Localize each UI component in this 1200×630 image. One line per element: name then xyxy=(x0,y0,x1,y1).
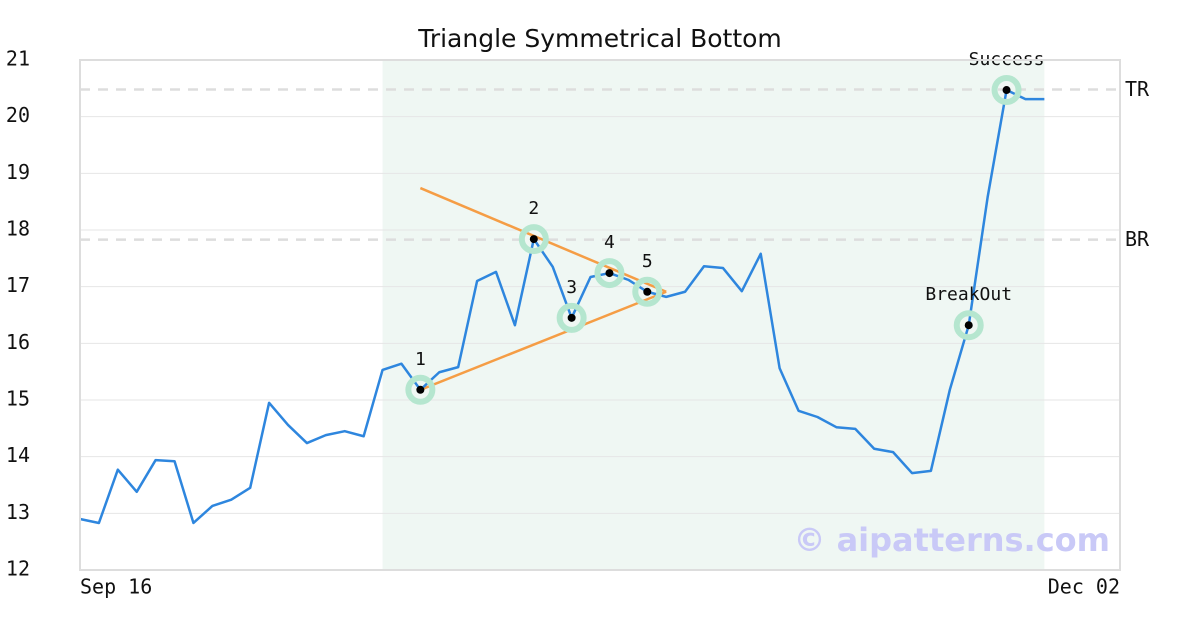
pattern-point-label: 3 xyxy=(566,277,577,298)
pattern-point-halo xyxy=(953,310,984,341)
y-tick-label: 14 xyxy=(6,443,30,467)
y-tick-label: 16 xyxy=(6,330,30,354)
pattern-point-halo xyxy=(991,75,1022,106)
pattern-point xyxy=(567,313,576,322)
y-tick-label: 20 xyxy=(6,103,30,127)
pattern-point-label: BreakOut xyxy=(925,284,1012,305)
pattern-point xyxy=(1002,86,1011,95)
y-tick-label: 13 xyxy=(6,500,30,524)
y-tick-label: 19 xyxy=(6,160,30,184)
pattern-point xyxy=(643,287,652,296)
y-tick-label: 21 xyxy=(6,47,30,71)
y-tick-label: 15 xyxy=(6,387,30,411)
reference-label: BR xyxy=(1125,227,1150,251)
pattern-point xyxy=(605,269,614,278)
pattern-region xyxy=(382,60,1045,570)
watermark: © aipatterns.com xyxy=(793,521,1110,559)
price-line xyxy=(79,88,1045,525)
x-tick-label: Sep 16 xyxy=(80,575,152,599)
plot-frame xyxy=(79,59,1121,571)
y-tick-label: 18 xyxy=(6,217,30,241)
pattern-point xyxy=(964,321,973,330)
pattern-point-label: 4 xyxy=(604,232,615,253)
pattern-point xyxy=(416,385,425,394)
pattern-point xyxy=(529,235,538,244)
chart-title: Triangle Symmetrical Bottom xyxy=(417,24,782,53)
pattern-point-halo xyxy=(632,276,663,307)
pattern-point-label: 5 xyxy=(642,251,653,272)
x-tick-label: Dec 02 xyxy=(1048,575,1120,599)
pattern-point-halo xyxy=(405,374,436,405)
y-tick-label: 17 xyxy=(6,273,30,297)
pattern-point-label: 1 xyxy=(415,349,426,370)
trendline xyxy=(419,290,667,391)
pattern-point-halo xyxy=(518,224,549,255)
pattern-point-label: 2 xyxy=(528,198,539,219)
y-tick-label: 12 xyxy=(6,557,30,581)
pattern-point-halo xyxy=(594,258,625,289)
pattern-point-halo xyxy=(556,302,587,333)
reference-label: TR xyxy=(1125,77,1150,101)
